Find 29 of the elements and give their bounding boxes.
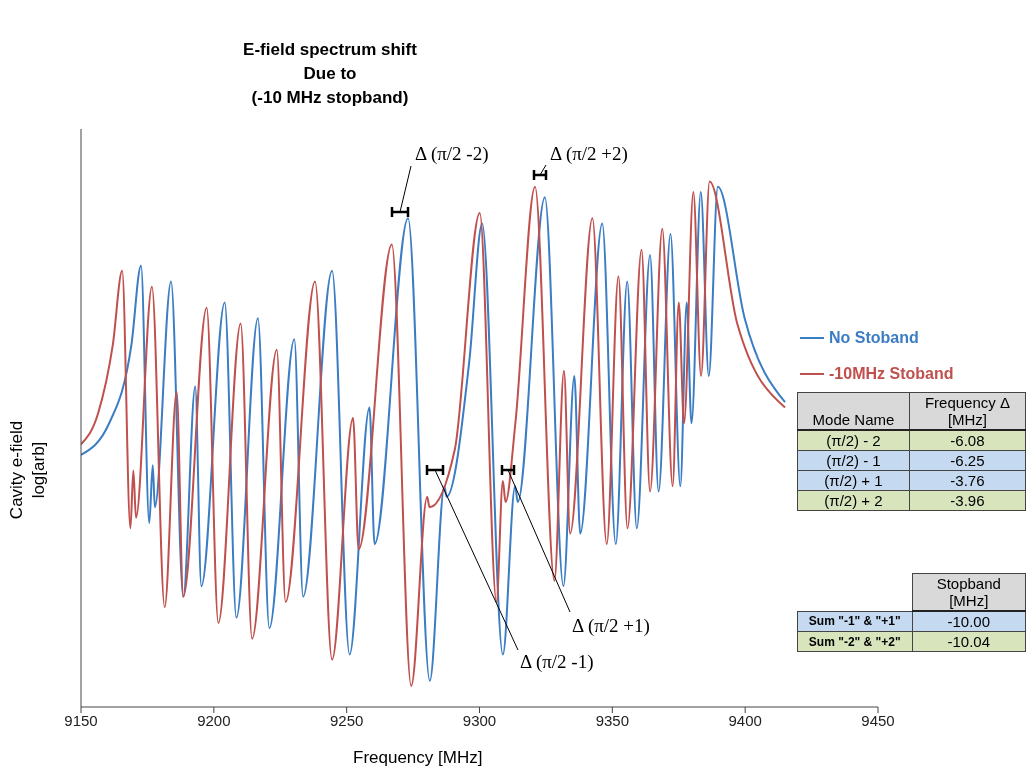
x-tick-label: 9300 bbox=[462, 711, 497, 729]
x-tick-label: 9400 bbox=[728, 711, 762, 729]
x-tick-label: 9250 bbox=[329, 711, 364, 729]
annotation: (π/2) + 2 bbox=[797, 490, 910, 511]
annotation: Δ (π/2 -1) bbox=[520, 651, 594, 673]
annotation: Mode Name bbox=[797, 392, 910, 430]
annotation: (π/2) + 1 bbox=[797, 470, 910, 491]
annotation: (π/2) - 1 bbox=[797, 450, 910, 471]
text: Frequency Δ [MHz] bbox=[924, 394, 1010, 428]
text: Δ (π/2 +2) bbox=[550, 143, 628, 165]
annotation: Δ (π/2 +1) bbox=[572, 615, 650, 637]
x-axis-title: Frequency [MHz] bbox=[353, 748, 483, 768]
annotation: Sum "-1" & "+1" bbox=[797, 611, 912, 632]
y-axis-title: Cavity e-field log[arb] bbox=[6, 419, 49, 522]
text: -6.08 bbox=[950, 432, 985, 449]
annotation: Sum "-2" & "+2" bbox=[797, 631, 912, 652]
legend-label: -10MHz Stoband bbox=[828, 364, 954, 384]
legend-label: No Stoband bbox=[828, 328, 920, 348]
x-tick-label: 9150 bbox=[64, 711, 98, 729]
x-tick-label: 9450 bbox=[861, 711, 895, 729]
text: -3.96 bbox=[950, 492, 985, 509]
x-tick-label: 9200 bbox=[197, 711, 231, 729]
text: Δ (π/2 -2) bbox=[415, 143, 489, 165]
text: -3.76 bbox=[950, 472, 985, 489]
x-tick-label: 9350 bbox=[595, 711, 630, 729]
annotation: (π/2) - 2 bbox=[797, 430, 910, 451]
chart-title: E-field spectrum shift Due to (-10 MHz stopband) bbox=[242, 39, 418, 109]
stopband-table: Stopband [MHz] Sum "-1" & "+1" -10.00 Sum "-2" & "+2" -10.04 bbox=[797, 573, 1026, 652]
text: -6.25 bbox=[950, 452, 985, 469]
